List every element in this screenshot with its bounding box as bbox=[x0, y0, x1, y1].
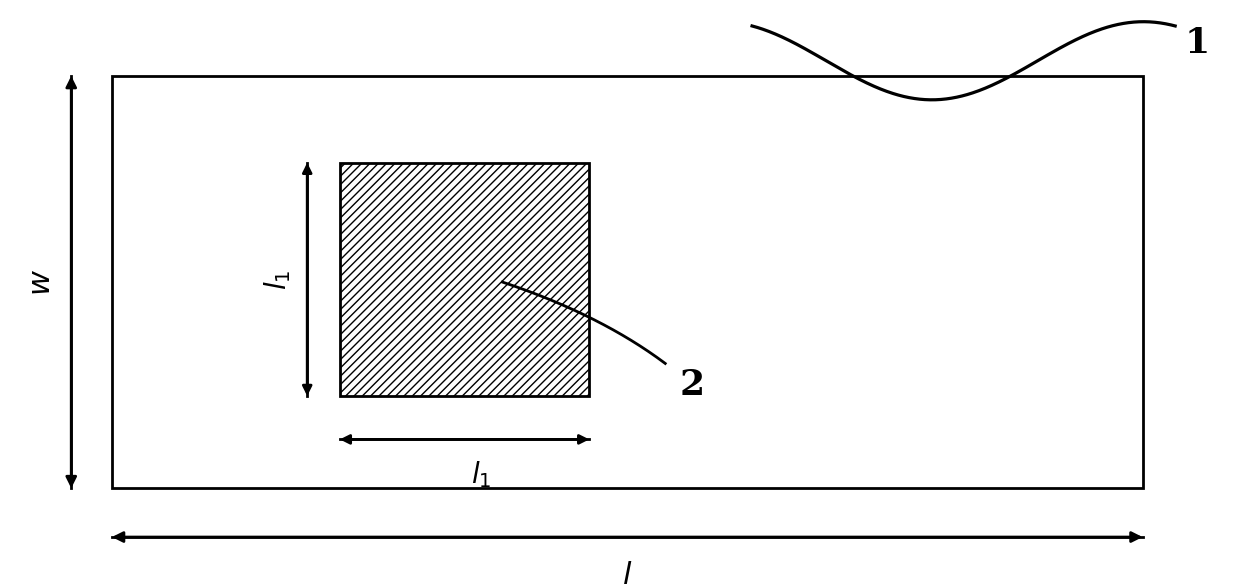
Text: $l_1$: $l_1$ bbox=[471, 459, 491, 490]
Text: $l$: $l$ bbox=[622, 559, 632, 585]
Text: 2: 2 bbox=[680, 368, 704, 402]
Bar bbox=[340, 163, 589, 396]
Text: 1: 1 bbox=[1184, 26, 1209, 60]
Text: $w$: $w$ bbox=[26, 269, 57, 295]
Text: $l_1$: $l_1$ bbox=[262, 269, 293, 290]
Bar bbox=[112, 76, 1142, 488]
